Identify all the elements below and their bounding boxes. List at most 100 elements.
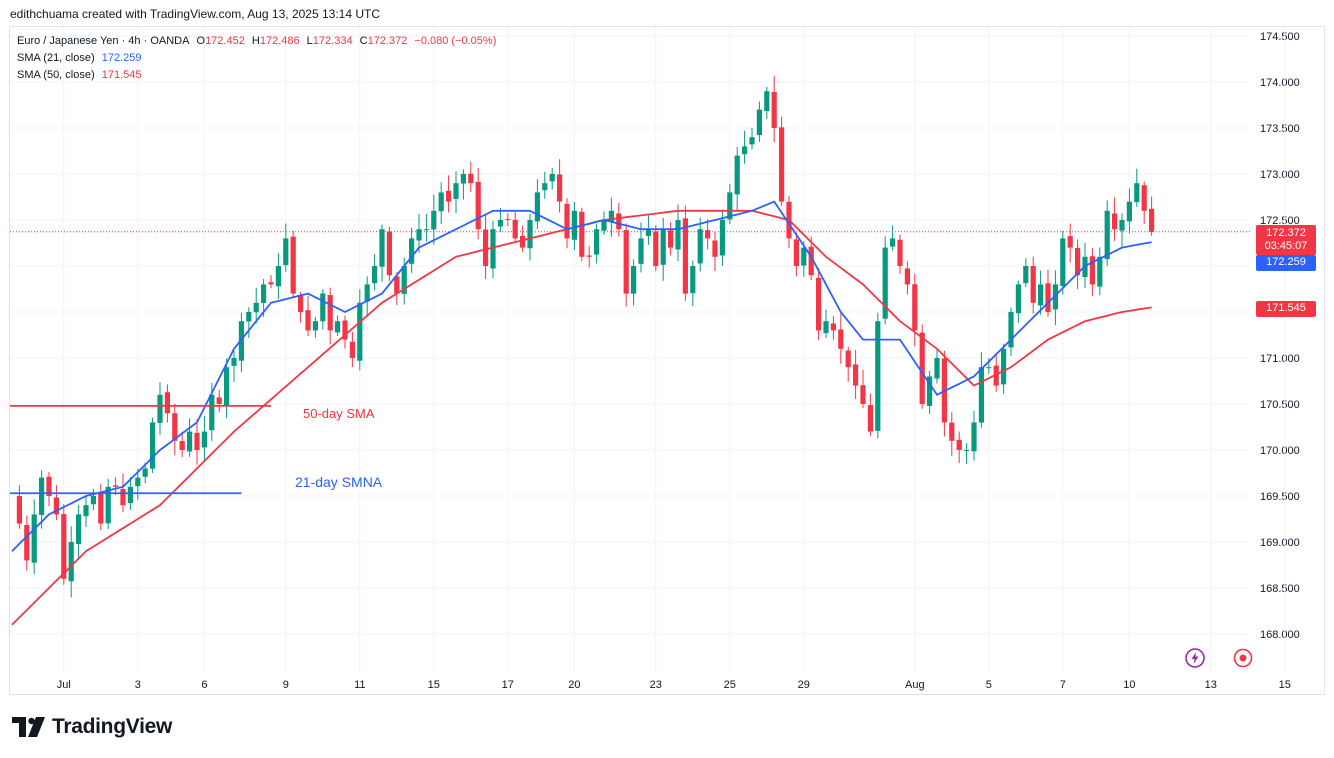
candle-down <box>113 485 119 487</box>
sma50-legend-value: 171.545 <box>101 69 142 81</box>
candle-up <box>438 192 444 212</box>
candle-up <box>1119 220 1125 231</box>
candle-up <box>105 486 111 524</box>
candle-up <box>823 321 829 334</box>
candle-up <box>150 422 156 469</box>
chart-panel[interactable] <box>9 26 1325 695</box>
candle-down <box>268 282 274 285</box>
candle-up <box>594 229 600 255</box>
candle-down <box>867 405 873 432</box>
candle-down <box>512 219 518 239</box>
candle-up <box>253 302 259 313</box>
candle-down <box>904 268 910 285</box>
candle-down <box>564 203 570 239</box>
candle-down <box>24 525 30 561</box>
candle-down <box>956 439 962 450</box>
candle-up <box>601 220 607 231</box>
candle-up <box>1126 201 1132 222</box>
candle-up <box>224 367 230 406</box>
candle-up <box>542 183 548 191</box>
candle-down <box>305 310 311 331</box>
candle-up <box>1060 238 1066 286</box>
candle-down <box>172 413 178 441</box>
candle-down <box>386 231 392 276</box>
candle-down <box>845 350 851 368</box>
sma21-legend[interactable]: SMA (21, close) 172.259 <box>17 52 145 64</box>
symbol-label[interactable]: Euro / Japanese Yen · 4h · OANDA <box>17 35 190 47</box>
candle-down <box>712 240 718 257</box>
candle-up <box>934 358 940 379</box>
candle-up <box>1023 266 1029 284</box>
candle-down <box>468 173 474 184</box>
candle-down <box>616 213 622 230</box>
candle-up <box>135 477 141 487</box>
candle-up <box>986 367 992 369</box>
candle-up <box>379 229 385 267</box>
sma21-price-tag: 172.259 <box>1256 255 1316 271</box>
sma50-annotation-label: 50-day SMA <box>303 406 375 421</box>
candle-up <box>275 266 281 287</box>
candle-down <box>579 211 585 257</box>
candle-down <box>327 295 333 331</box>
y-tick-label: 174.500 <box>1260 31 1300 43</box>
candle-down <box>1075 248 1081 276</box>
candle-up <box>283 238 289 266</box>
candle-down <box>653 231 659 266</box>
sma50-legend[interactable]: SMA (50, close) 171.545 <box>17 69 145 81</box>
candle-up <box>608 210 614 223</box>
candle-up <box>68 542 74 582</box>
sma21-legend-label: SMA (21, close) <box>17 52 95 64</box>
lightning-alert-icon[interactable] <box>1184 647 1206 669</box>
candle-up <box>1015 284 1021 314</box>
x-tick-label: 25 <box>724 679 736 691</box>
candle-up <box>690 266 696 294</box>
x-tick-label: Jul <box>57 679 71 691</box>
candle-down <box>290 236 296 294</box>
x-tick-label: 3 <box>135 679 141 691</box>
candle-up <box>727 192 733 220</box>
y-tick-label: 173.500 <box>1260 123 1300 135</box>
candle-down <box>668 230 674 248</box>
candle-up <box>201 431 207 448</box>
x-tick-label: 7 <box>1060 679 1066 691</box>
tradingview-footer: TradingView <box>12 715 172 739</box>
y-tick-label: 168.000 <box>1260 629 1300 641</box>
candle-down <box>682 218 688 294</box>
candle-down <box>838 329 844 349</box>
candle-up <box>964 450 970 451</box>
target-icon[interactable] <box>1232 647 1254 669</box>
candle-up <box>1104 210 1110 260</box>
candle-up <box>83 505 89 517</box>
open-label: O <box>196 35 206 47</box>
candle-down <box>16 496 22 524</box>
candle-down <box>194 432 200 450</box>
candle-down <box>342 320 348 340</box>
candle-up <box>742 146 748 155</box>
sma21-legend-value: 172.259 <box>101 52 142 64</box>
candle-up <box>1134 183 1140 203</box>
candle-up <box>401 266 407 294</box>
x-tick-label: 17 <box>502 679 514 691</box>
sma50-legend-label: SMA (50, close) <box>17 69 95 81</box>
candle-up <box>372 266 378 284</box>
candle-down <box>993 365 999 386</box>
y-tick-label: 173.000 <box>1260 169 1300 181</box>
candle-down <box>557 174 563 202</box>
sma21-line <box>11 200 1152 552</box>
candle-up <box>490 229 496 269</box>
candle-up <box>697 229 703 264</box>
candle-down <box>475 181 481 230</box>
candle-down <box>164 392 170 414</box>
candle-down <box>1141 185 1147 211</box>
change-value: −0.080 (−0.05%) <box>414 35 497 47</box>
candle-up <box>734 155 740 195</box>
candle-down <box>53 497 59 515</box>
low-label: L <box>306 35 313 47</box>
candle-up <box>875 321 881 431</box>
candle-up <box>187 431 193 452</box>
candle-up <box>882 247 888 319</box>
candle-up <box>76 514 82 545</box>
candle-up <box>756 109 762 136</box>
candle-up <box>1038 284 1044 306</box>
